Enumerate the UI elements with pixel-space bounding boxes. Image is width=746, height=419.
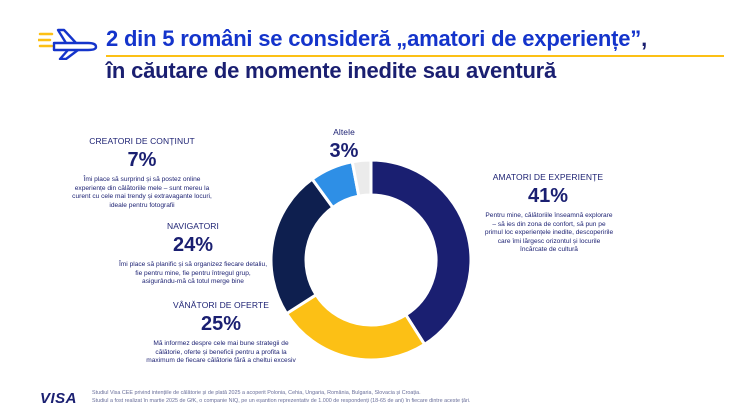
page-title-line2: în căutare de momente inedite sau aventu… (106, 58, 557, 83)
label-navigatori-name: NAVIGATORI (166, 221, 219, 231)
page-title-line1: 2 din 5 români se consideră „amatori de … (106, 26, 647, 52)
label-navigatori-value: 24% (172, 234, 214, 256)
label-navigatori: NAVIGATORI 24% Îmi place să planific și … (118, 221, 268, 287)
label-amatori: AMATORI DE EXPERIENȚE 41% Pentru mine, c… (478, 172, 618, 255)
visa-logo: VISA (40, 390, 78, 407)
footnote-1: Studiul Visa CEE privind intențiile de c… (92, 390, 421, 396)
label-creatori-value: 7% (127, 149, 157, 171)
slice-vanatori (284, 292, 427, 362)
donut-slices (269, 158, 473, 362)
label-vanatori: VÂNĂTORI DE OFERTE 25% Mă informez despr… (146, 300, 296, 366)
slice-altele (350, 158, 373, 198)
label-altele-name: Altele (333, 127, 355, 137)
label-amatori-name: AMATORI DE EXPERIENȚE (492, 172, 604, 182)
label-creatori-name: CREATORI DE CONȚINUT (89, 136, 195, 146)
title-underline (106, 55, 724, 57)
header: 2 din 5 români se consideră „amatori de … (0, 0, 746, 90)
label-navigatori-desc: Îmi place să planific și să organizez fi… (118, 261, 268, 286)
label-altele-value: 3% (329, 140, 359, 162)
label-vanatori-desc: Mă informez despre cele mai bune strateg… (146, 340, 296, 365)
footer: VISA Studiul Visa CEE privind intențiile… (0, 378, 746, 419)
label-vanatori-value: 25% (200, 313, 242, 335)
label-amatori-value: 41% (527, 185, 569, 207)
label-creatori: CREATORI DE CONȚINUT 7% Îmi place să sur… (72, 136, 212, 210)
title-highlight: 2 din 5 români se consideră „amatori de … (106, 26, 642, 51)
slice-navigatori (269, 177, 335, 316)
label-altele: Altele 3% (314, 127, 374, 163)
label-creatori-desc: Îmi place să surprind și să postez onlin… (72, 176, 212, 209)
label-amatori-desc: Pentru mine, călătoriile înseamnă explor… (484, 212, 614, 254)
slice-amatori (369, 158, 473, 347)
title-comma: , (641, 26, 648, 51)
label-vanatori-name: VÂNĂTORI DE OFERTE (173, 300, 269, 310)
footnote-2: Studiul a fost realizat în martie 2025 d… (92, 398, 471, 404)
plane-icon (38, 28, 98, 60)
